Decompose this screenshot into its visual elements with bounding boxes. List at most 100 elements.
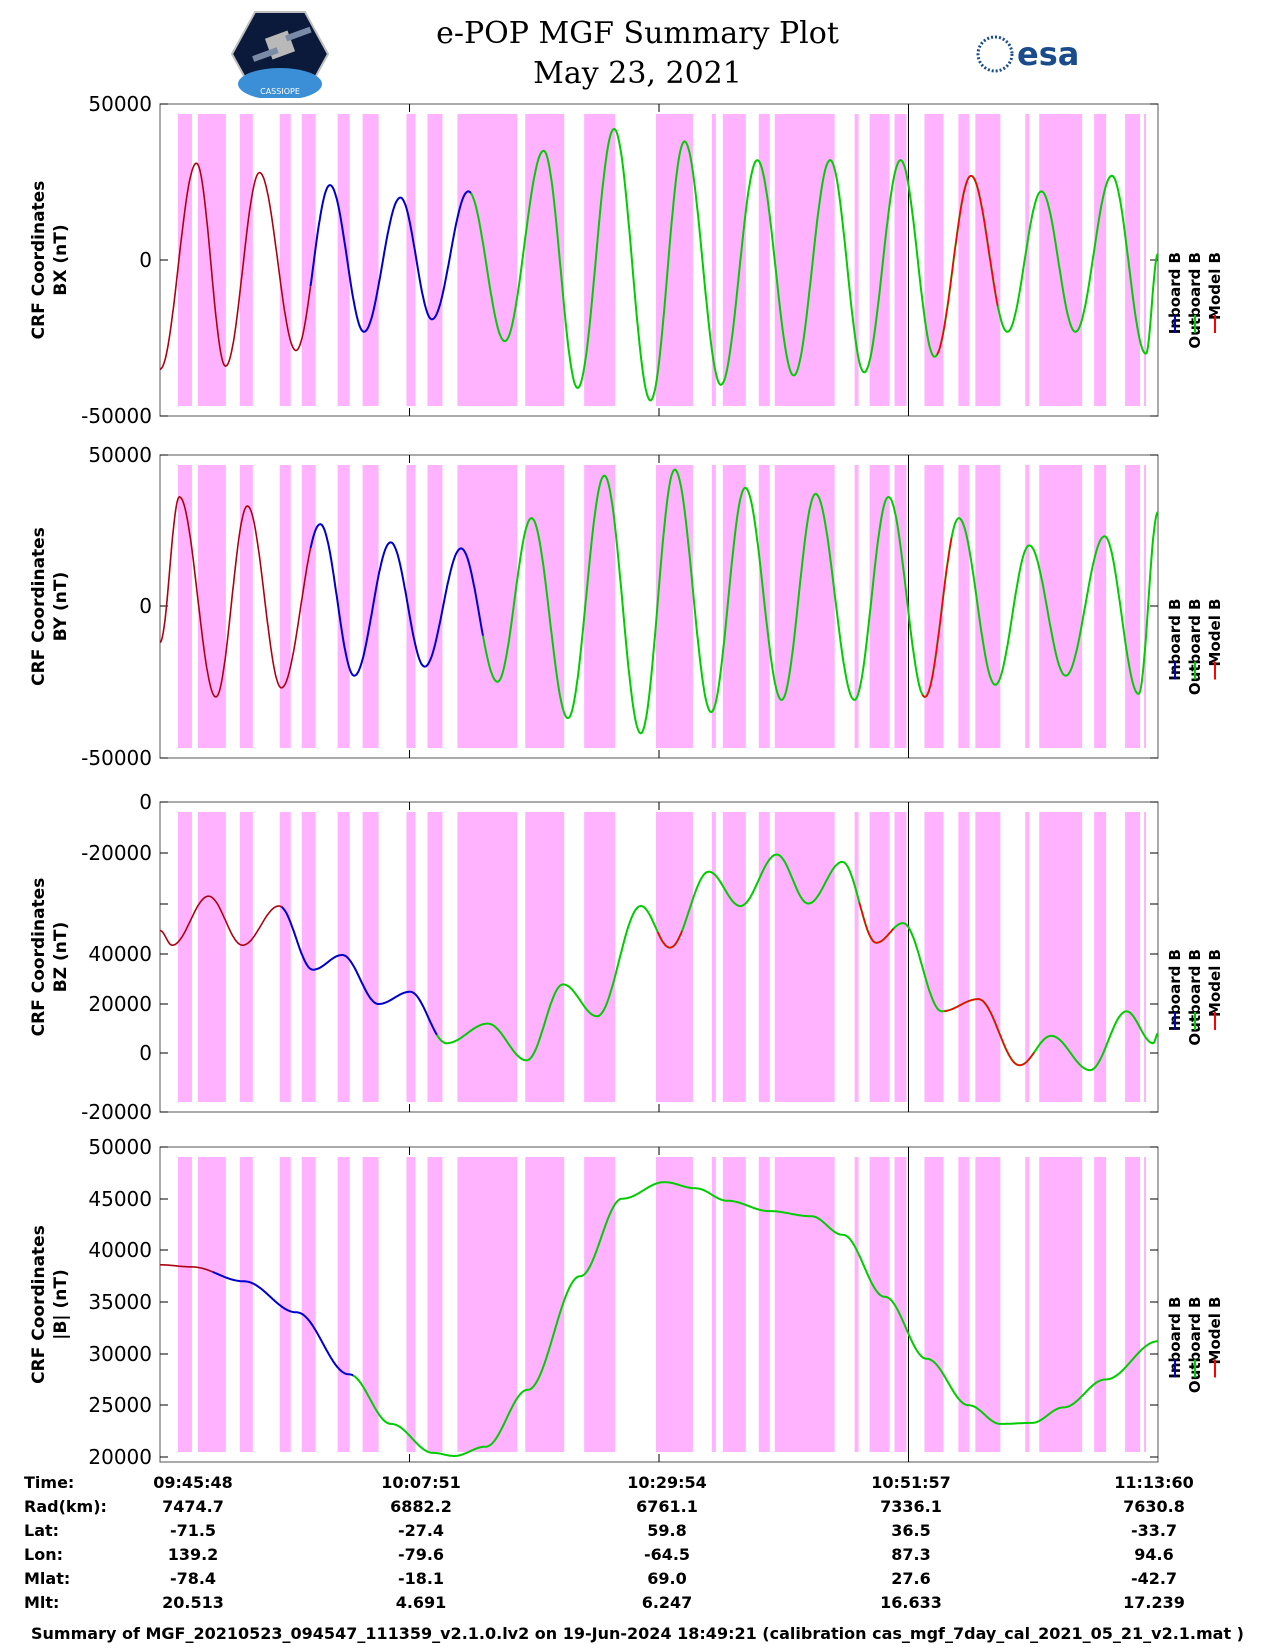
shade-band [1144,1157,1147,1452]
shade-band [457,114,518,406]
shade-band [301,812,316,1102]
model-series [944,998,1035,1067]
shade-band [584,114,616,406]
legend-label: Model B [1206,252,1224,320]
shade-band [1025,465,1030,748]
model-overlay [159,162,312,370]
shade-band [869,465,890,748]
shade-band [525,465,565,748]
plot-title: e-POP MGF Summary Plot May 23, 2021 [0,14,1275,94]
outboard-series [435,853,1159,1072]
y-tick-label: 45000 [88,1187,152,1211]
shade-band [584,1157,616,1452]
inboard-series [212,1270,354,1377]
shade-band [975,812,1001,1102]
shade-band [758,1157,770,1452]
shade-band [854,812,859,1102]
shade-band [427,1157,443,1452]
legend-label: Outboard B [1186,949,1204,1046]
shade-band [1144,465,1147,748]
y-axis-label-line: CRF Coordinates [29,527,49,686]
y-tick-label: 0 [139,594,152,618]
y-axis-label: CRF Coordinates BX (nT) [29,181,71,340]
shade-band [279,1157,291,1452]
legend-label: Inboard B [1166,599,1184,681]
shade-band [711,114,716,406]
shade-band [1039,114,1083,406]
shade-band [924,1157,927,1452]
shade-band [197,812,226,1102]
shade-band [1025,1157,1030,1452]
outboard-series [469,127,1159,402]
shade-band [427,114,443,406]
shade-band [177,812,192,1102]
shade-band [722,465,746,748]
legend-label: Model B [1206,1297,1224,1365]
shade-band [177,1157,192,1452]
y-tick-label: 0 [139,790,152,814]
shade-band [758,812,770,1102]
shade-band [975,114,1001,406]
shade-band [894,114,907,406]
y-axis-label-line: BY (nT) [51,572,71,642]
shade-band [774,1157,835,1452]
y-axis-label-line: CRF Coordinates [29,1225,49,1384]
shade-band [894,812,907,1102]
shade-band [525,812,565,1102]
shade-band [362,465,379,748]
shade-band [525,1157,565,1452]
summary-caption: Summary of MGF_20210523_094547_111359_v2… [31,1624,1244,1643]
shade-band [958,114,967,406]
shade-band [711,812,716,1102]
legend-label: Model B [1206,599,1224,667]
shade-band [406,114,416,406]
shade-band [926,114,944,406]
shade-band [894,1157,907,1452]
shade-band [926,812,944,1102]
legend-label: Inboard B [1166,1297,1184,1379]
shade-band [279,114,291,406]
y-tick-label: 40000 [88,942,152,966]
shade-band [711,465,716,748]
shade-band [1039,812,1083,1102]
outboard-series [352,1181,1158,1457]
shade-band [239,1157,253,1452]
shade-band [869,812,890,1102]
model-series [858,902,894,944]
shade-band [1125,114,1141,406]
shade-band [197,465,226,748]
shade-band [427,812,443,1102]
shade-band [758,114,770,406]
y-tick-label: -20000 [81,841,152,865]
shade-band [337,114,350,406]
shade-band [924,114,927,406]
shade-band [656,812,693,1102]
shade-band [337,812,350,1102]
inboard-series [309,184,472,333]
shade-band [406,465,416,748]
shade-band [958,465,967,748]
shade-band [362,114,379,406]
y-tick-label: 50000 [88,92,152,116]
shade-band [301,465,316,748]
y-tick-label: 20000 [88,992,152,1016]
shade-band [656,1157,693,1452]
y-axis-label: CRF Coordinates BZ (nT) [29,878,71,1037]
model-overlay [160,1264,213,1273]
y-tick-label: -20000 [81,1100,152,1124]
shade-band [406,1157,416,1452]
shade-band [362,812,379,1102]
shade-band [301,1157,316,1452]
shade-band [197,114,226,406]
shade-band [958,1157,967,1452]
shade-band [774,812,835,1102]
shade-band [177,465,192,748]
shade-band [1125,465,1141,748]
panel-4: 50000 45000 40000 35000 30000 25000 20000 CRF C… [29,1135,1224,1469]
shade-band [924,812,927,1102]
y-axis-label-line: CRF Coordinates [29,181,49,340]
shade-band [924,465,927,748]
esa-logo: esa [976,35,1079,73]
legend-label: Outboard B [1186,599,1204,696]
